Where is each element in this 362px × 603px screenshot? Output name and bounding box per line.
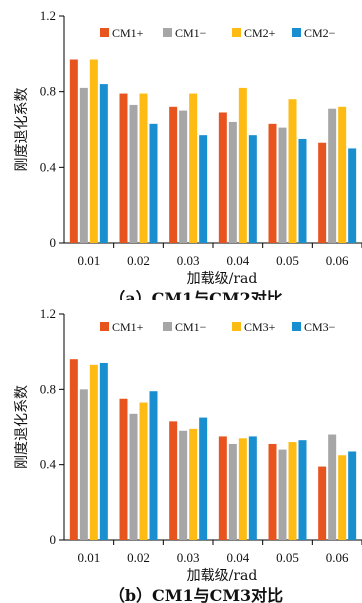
chart-a-legend-swatch [163,28,172,37]
chart-a-caption: （a）CM1与CM2对比 [109,289,283,300]
chart-a-legend-label: CM1− [175,26,207,40]
chart-a-y-axis-title: 刚度退化系数 [14,88,30,172]
chart-a-x-tick-label: 0.02 [127,253,150,268]
chart-b-bar [99,362,108,540]
chart-b-bar [228,443,237,540]
chart-b-bar [139,402,148,540]
chart-b-legend-label: CM1− [175,320,207,334]
chart-b-legend-label: CM1+ [112,320,144,334]
chart-a-y-tick-label: 0.4 [40,159,57,174]
chart-a-bar [298,138,307,243]
chart-b-bar [169,421,178,540]
chart-b-bar [179,430,188,540]
chart-a-bar [238,87,247,243]
chart-a-legend-swatch [292,28,301,37]
chart-a-y-tick-label: 0 [50,235,57,250]
chart-b-legend-swatch [232,322,241,331]
chart-b-bar [288,442,297,540]
chart-a-legend-label: CM2− [304,26,336,40]
chart-a-bar [318,142,327,243]
chart-b: 0 0.4 0.8 1.2 0.01 0.02 0.03 0.04 0.05 0.06 CM1+ CM… [14,306,362,603]
chart-b-bar [298,440,307,540]
chart-a-legend-swatch [232,28,241,37]
chart-b-legend-label: CM3− [304,320,336,334]
chart-a-bar [89,59,98,244]
chart-a-bar [99,84,108,243]
chart-b-y-tick-label: 0 [50,532,57,547]
chart-b-x-tick-label: 0.05 [276,550,299,565]
chart-b-bar [268,443,277,540]
chart-a-y-tick-label: 0.8 [40,84,56,99]
chart-b-bar [199,417,208,540]
chart-a-bar [179,110,188,243]
chart-b-bar [278,449,287,540]
chart-a-bar [149,123,158,243]
chart-b-bar [129,413,138,540]
chart-b-bar [318,466,327,540]
chart-b-bar [89,364,98,540]
chart-b-legend-swatch [163,322,172,331]
chart-a-bar [189,93,198,243]
chart-b-bar [248,436,257,540]
chart-b-x-tick-label: 0.02 [127,550,150,565]
chart-a-legend-swatch [100,28,109,37]
chart-b-caption: （b）CM1与CM3对比 [109,586,283,603]
chart-a-bar [69,59,78,244]
chart-b-y-tick-label: 0.4 [40,457,57,472]
chart-a-bar [278,127,287,243]
chart-a-bar [169,106,178,243]
chart-a-bar [328,108,337,243]
chart-b-bar [119,398,128,540]
chart-a-bar [199,135,208,243]
chart-b-legend-label: CM3+ [244,320,276,334]
chart-a-x-tick-label: 0.05 [276,253,299,268]
chart-b-bar [69,359,78,540]
chart-b-bar [348,451,357,540]
chart-a-bar [338,106,347,243]
chart-a-bar [139,93,148,243]
chart-a-legend-label: CM2+ [244,26,276,40]
chart-a-bar [248,135,257,243]
chart-b-x-tick-label: 0.06 [326,550,349,565]
chart-a-bar [228,121,237,243]
chart-b-bar [149,391,158,540]
chart-a-bar [129,104,138,244]
chart-a-x-tick-label: 0.03 [177,253,200,268]
chart-b-y-tick-label: 0.8 [40,381,56,396]
chart-b-bar [218,436,227,540]
chart-b-bar [189,428,198,540]
chart-b-bar [338,455,347,540]
chart-a-bar [288,99,297,243]
chart-a: 0 0.4 0.8 1.2 0.01 0.02 0.03 0.04 0.05 0.06 CM1+ CM… [14,8,362,300]
chart-a-x-tick-label: 0.06 [326,253,349,268]
chart-a-x-axis-title: 加载级/rad [187,271,258,287]
chart-b-bar [238,438,247,540]
chart-b-x-tick-label: 0.01 [77,550,100,565]
chart-b-legend-swatch [292,322,301,331]
chart-b-x-axis-title: 加载级/rad [187,568,258,584]
chart-b-x-tick-label: 0.03 [177,550,200,565]
chart-a-y-tick-label: 1.2 [40,8,56,23]
chart-b-y-axis-title: 刚度退化系数 [14,385,30,469]
chart-b-bar [79,389,88,540]
chart-a-bar [268,123,277,243]
chart-a-legend-label: CM1+ [112,26,144,40]
chart-b-x-tick-label: 0.04 [226,550,249,565]
chart-a-bar [79,87,88,243]
chart-b-bar [328,434,337,540]
chart-a-x-tick-label: 0.04 [226,253,249,268]
chart-b-y-tick-label: 1.2 [40,306,56,321]
chart-b-legend-swatch [100,322,109,331]
chart-a-bar [119,93,128,243]
chart-a-bar [218,112,227,243]
chart-a-x-tick-label: 0.01 [77,253,100,268]
chart-a-bar [348,148,357,243]
